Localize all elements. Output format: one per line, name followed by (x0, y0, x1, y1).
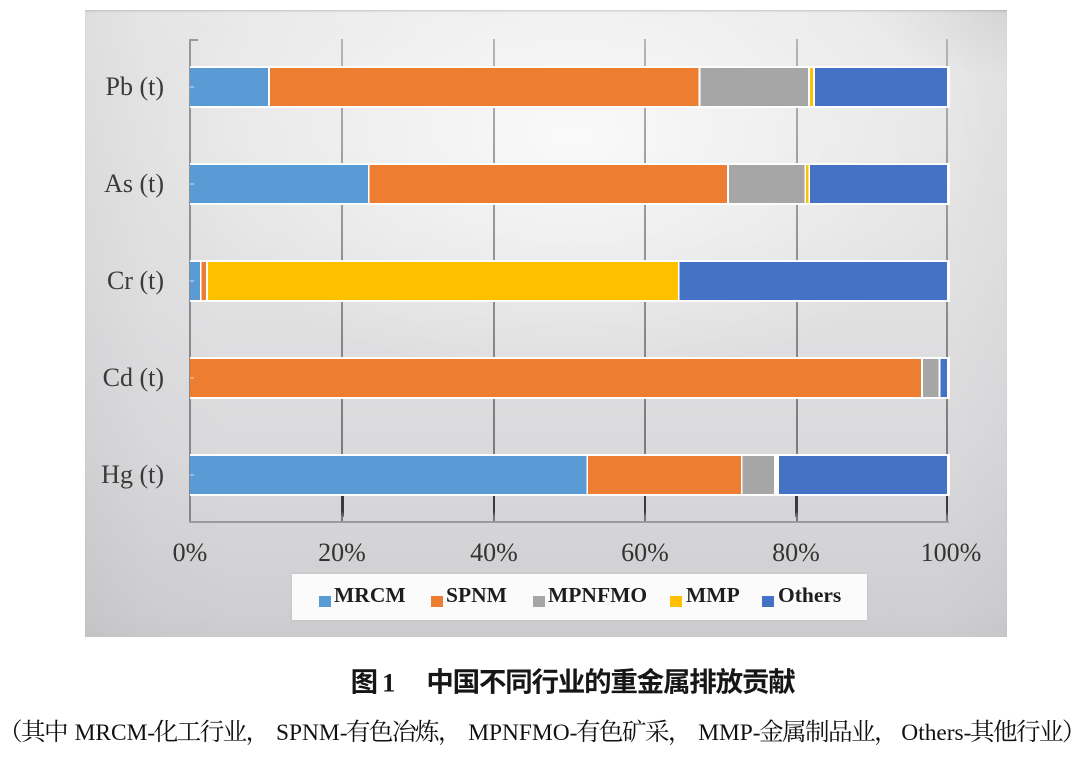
svg-text:SPNM-: SPNM- (276, 720, 348, 746)
svg-text:Others-: Others- (901, 720, 971, 746)
svg-text:MMP-: MMP- (698, 720, 760, 746)
svg-text:MRCM-: MRCM- (75, 720, 156, 746)
svg-text:MPNFMO-: MPNFMO- (468, 720, 577, 746)
svg-text:1: 1 (382, 668, 395, 698)
